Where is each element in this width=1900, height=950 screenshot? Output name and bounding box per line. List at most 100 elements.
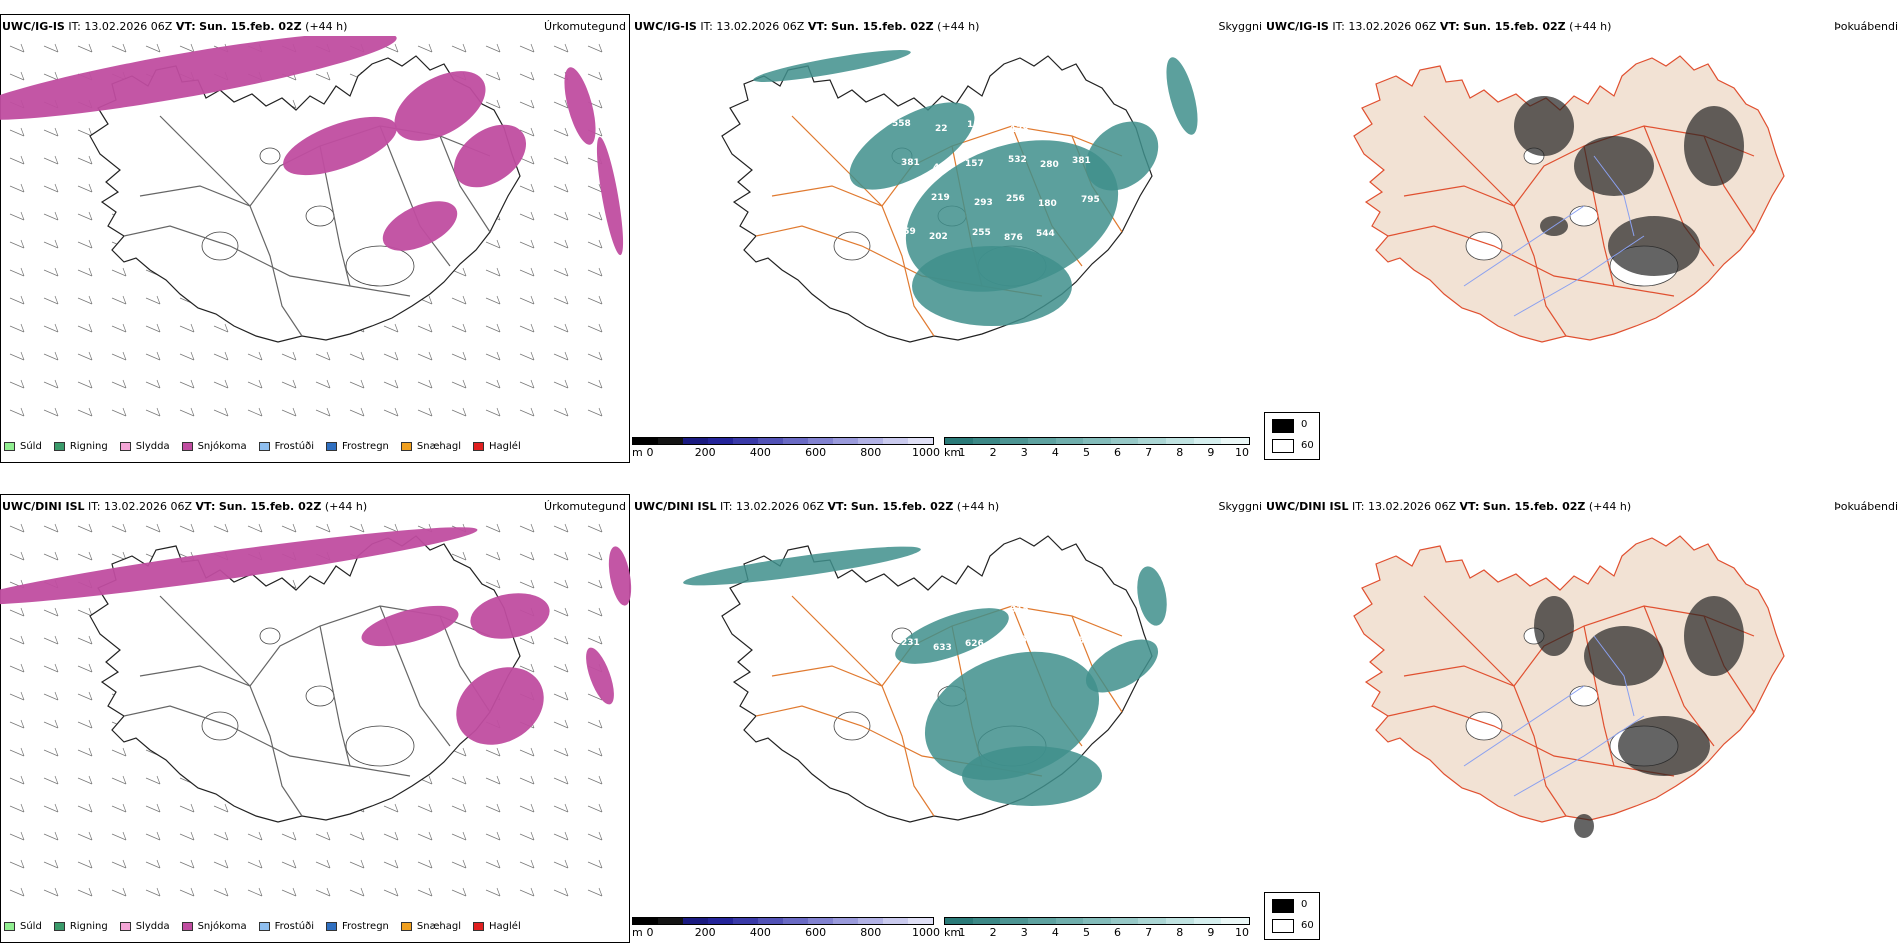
it-value: 13.02.2026 06Z xyxy=(1368,500,1457,513)
colorbar-tick-label: 600 xyxy=(805,446,827,459)
colorbar-segment xyxy=(1166,438,1194,444)
colorbar-ticks: m 0 200 400 600 800 1000 xyxy=(632,445,940,459)
colorbar-tick-label: 8 xyxy=(1176,926,1184,939)
cloud-value-label: 381 xyxy=(901,158,920,168)
cloud-value-label: 219 xyxy=(931,193,950,203)
colorbar-segment xyxy=(733,438,758,444)
colorbar-segment xyxy=(833,438,858,444)
precip-type-panel: UWC/IG-IS IT: 13.02.2026 06Z VT: Sun. 15… xyxy=(0,0,632,470)
precip-legend-label: Snæhagl xyxy=(416,440,462,452)
vt-value: Sun. 15.feb. 02Z xyxy=(1482,500,1586,513)
colorbar-tick-label: 400 xyxy=(749,926,771,939)
colorbar-segment xyxy=(758,918,783,924)
colorbar-segment xyxy=(633,918,658,924)
colorbar-tick-label: 4 xyxy=(1051,926,1059,939)
cloud-value-label: 157 xyxy=(965,159,984,169)
colorbar-tick-label: 1000 xyxy=(912,926,940,939)
colorbar-segment xyxy=(1138,918,1167,924)
precip-legend-label: Snæhagl xyxy=(416,920,462,932)
vt-label: VT: xyxy=(175,20,196,33)
cloud-value-label: 280 xyxy=(1040,160,1059,170)
panel-title-precip: Úrkomutegund xyxy=(544,20,626,33)
colorbar-tick-label: 1 xyxy=(958,926,966,939)
panel-header: UWC/IG-IS IT: 13.02.2026 06Z VT: Sun. 15… xyxy=(2,20,630,36)
cloud-value-label: 113 xyxy=(967,120,986,130)
panel-header: UWC/DINI ISL IT: 13.02.2026 06Z VT: Sun.… xyxy=(634,500,1262,516)
colorbar-tick-label: 200 xyxy=(694,446,716,459)
colorbar-tick-label: 10 xyxy=(1235,926,1249,939)
colorbar-tick-label: 2 xyxy=(989,926,997,939)
cloud-map: 558 22 113 178 132 410 381 494 157 532 280 381 445 21… xyxy=(721,50,1198,343)
precip-legend-swatch xyxy=(258,921,270,931)
cloud-base-panel: UWC/DINI ISL IT: 13.02.2026 06Z VT: Sun.… xyxy=(632,480,1264,950)
precip-legend-item: Slydda xyxy=(119,441,170,452)
precip-legend-swatch xyxy=(53,921,65,931)
cloud-value-label: 633 xyxy=(933,643,952,653)
cloud-value-label: 319 xyxy=(899,677,918,687)
precip-legend-swatch xyxy=(258,441,270,451)
it-label: IT: xyxy=(1332,20,1345,33)
precip-legend-label: Frostúði xyxy=(274,440,314,452)
precip-legend-item: Frostúði xyxy=(258,440,314,452)
colorbar-ticks: km 1 2 3 4 5 6 7 8 9 10 xyxy=(944,445,1250,459)
precip-legend-label: Súld xyxy=(20,920,42,932)
fog-map xyxy=(1353,535,1785,838)
cloud-value-label: 577 xyxy=(892,599,911,609)
colorbar-segment xyxy=(858,918,883,924)
model-row-igis: UWC/IG-IS IT: 13.02.2026 06Z VT: Sun. 15… xyxy=(0,0,1900,470)
precip-legend-label: Snjókoma xyxy=(197,440,247,452)
model-name: UWC/DINI ISL xyxy=(2,500,85,513)
cloud-value-label: 544 xyxy=(1036,229,1055,239)
colorbar-segment xyxy=(1193,438,1222,444)
it-label: IT: xyxy=(88,500,101,513)
colorbar-unit: km xyxy=(944,446,962,459)
colorbar-segment xyxy=(683,438,708,444)
precip-legend-label: Rigning xyxy=(69,440,108,452)
colorbar-segment xyxy=(908,438,933,444)
vt-label: VT: xyxy=(827,500,848,513)
precip-legend-swatch xyxy=(119,921,131,931)
precip-legend-label: Haglél xyxy=(489,920,521,932)
precip-legend-swatch xyxy=(4,441,15,451)
fog-map xyxy=(1353,55,1785,343)
colorbar-segment xyxy=(1055,918,1084,924)
fog-legend-low-label: 0 xyxy=(1301,419,1308,430)
cloud-value-label: 194 xyxy=(1074,606,1093,616)
colorbar-segment xyxy=(758,438,783,444)
colorbar-segment xyxy=(1000,918,1028,924)
vt-label: VT: xyxy=(807,20,828,33)
colorbar-tick-label: 800 xyxy=(860,446,882,459)
model-name: UWC/IG-IS xyxy=(2,20,65,33)
model-name: UWC/DINI ISL xyxy=(1266,500,1349,513)
precip-legend-item: Rigning xyxy=(53,440,108,452)
colorbar-tick-label: 1000 xyxy=(912,446,940,459)
it-value: 13.02.2026 06Z xyxy=(716,20,805,33)
colorbar-segment xyxy=(1083,918,1111,924)
precip-map xyxy=(0,36,624,417)
colorbar-tick-label: 0 xyxy=(646,446,654,459)
cloud-value-label: 85 xyxy=(1072,636,1085,646)
panel-header: UWC/IG-IS IT: 13.02.2026 06Z VT: Sun. 15… xyxy=(1266,20,1898,36)
fog-panel: UWC/DINI ISL IT: 13.02.2026 06Z VT: Sun.… xyxy=(1264,480,1900,950)
colorbar-segment xyxy=(633,438,658,444)
colorbar-segment xyxy=(733,918,758,924)
colorbar-strip xyxy=(632,917,934,925)
colorbar-tick-label: 2 xyxy=(989,446,997,459)
colorbar-segment xyxy=(683,918,708,924)
fog-legend: 0 60 xyxy=(1264,412,1320,460)
colorbar-segment xyxy=(1193,918,1222,924)
fog-legend-high-label: 60 xyxy=(1301,440,1314,451)
vt-value: Sun. 15.feb. 02Z xyxy=(1463,20,1566,33)
it-value: 13.02.2026 06Z xyxy=(736,500,825,513)
cloud-value-label: 344 xyxy=(931,673,950,683)
colorbar-tick-label: 3 xyxy=(1020,446,1028,459)
precip-legend-item: Snæhagl xyxy=(400,920,462,932)
cloud-value-label: 315 xyxy=(1010,605,1029,615)
colorbar-tick-label: 5 xyxy=(1082,926,1090,939)
cloud-value-label: 202 xyxy=(929,232,948,242)
precip-legend-item: Súld xyxy=(4,921,42,932)
colorbar-segment xyxy=(783,918,808,924)
precip-legend-label: Súld xyxy=(20,440,42,452)
precip-legend-item: Frostregn xyxy=(326,921,389,932)
colorbar-tick-label: 400 xyxy=(749,446,771,459)
